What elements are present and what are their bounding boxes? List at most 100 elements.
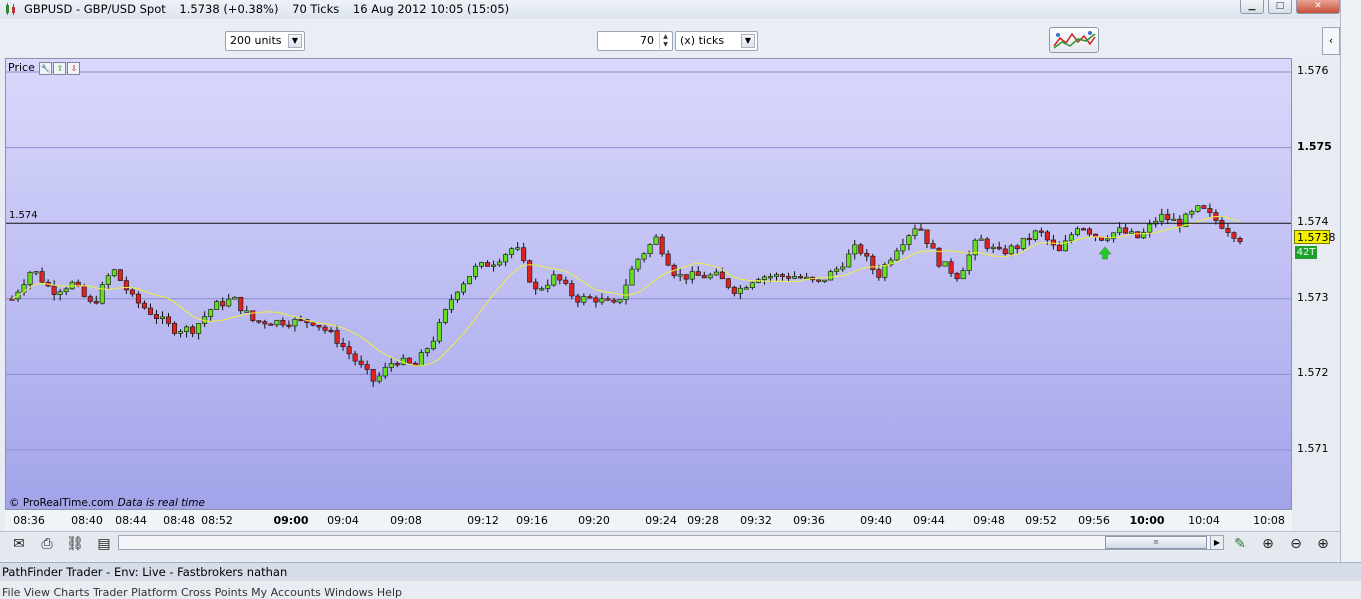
candle-down (310, 322, 316, 326)
candle-down (190, 326, 196, 334)
candle-down (298, 319, 304, 322)
scrollbar-thumb[interactable]: ≡ (1105, 536, 1207, 549)
side-panel-toggle[interactable]: ‹ (1322, 27, 1340, 55)
draw-tool-icon[interactable]: ✎ (1234, 536, 1246, 552)
candle-down (286, 324, 292, 327)
candle-up (244, 310, 250, 313)
candle-up (1183, 213, 1189, 228)
zoom-in-icon[interactable]: ⊕ (1317, 536, 1329, 552)
units-select-value: 200 units (230, 34, 282, 47)
candle-up (382, 367, 388, 377)
candle-up (1129, 231, 1135, 234)
candle-up (906, 235, 912, 245)
candle-down (954, 272, 960, 280)
candle-up (677, 274, 683, 277)
maximize-icon: □ (1275, 1, 1285, 11)
candle-down (593, 297, 599, 303)
candle-down (695, 271, 701, 276)
candle-down (1050, 239, 1056, 246)
candle-up (539, 288, 545, 291)
moving-average-line (11, 215, 1241, 367)
candle-down (533, 281, 539, 290)
data-status-text: Data is real time (117, 497, 205, 509)
export-icon[interactable]: ▤ (97, 536, 111, 552)
candle-down (1219, 220, 1225, 229)
candle-down (1056, 244, 1062, 252)
candle-up (966, 254, 972, 271)
arrow-up-icon[interactable]: ⇧ (53, 61, 67, 75)
x-tick-label: 09:16 (516, 514, 548, 527)
x-tick-label: 10:08 (1253, 514, 1285, 527)
candle-up (767, 276, 773, 279)
candle-up (852, 244, 858, 255)
x-tick-label: 09:36 (793, 514, 825, 527)
zoom-fit-icon[interactable]: ⊕ (1262, 536, 1274, 552)
price-chart[interactable] (5, 58, 1292, 510)
chevron-down-icon[interactable]: ▼ (288, 34, 302, 48)
indicators-button[interactable] (1049, 27, 1099, 53)
candlestick-chart-svg[interactable] (6, 59, 1291, 509)
candle-down (346, 346, 352, 355)
candle-down (731, 286, 737, 294)
x-tick-label: 08:40 (71, 514, 103, 527)
time-axis[interactable]: 08:36 08:40 08:44 08:48 08:52 09:00 09:04 09:08… (5, 510, 1292, 530)
candle-down (172, 323, 178, 334)
chevron-down-icon[interactable]: ▼ (741, 34, 755, 48)
minimize-button[interactable]: ▁ (1240, 0, 1264, 14)
arrow-down-icon[interactable]: ⇩ (67, 61, 81, 75)
tick-count-input[interactable]: 70 ▲ ▼ (597, 31, 673, 51)
candle-up (653, 236, 659, 245)
candle-up (834, 268, 840, 272)
candle-up (888, 259, 894, 265)
mail-icon[interactable]: ✉ (13, 536, 25, 552)
x-tick-label: 08:36 (13, 514, 45, 527)
candle-down (220, 301, 226, 307)
candle-up (442, 309, 448, 323)
candle-up (617, 299, 623, 303)
close-icon: ✕ (1314, 1, 1322, 11)
candle-up (1020, 237, 1026, 249)
close-button[interactable]: ✕ (1296, 0, 1340, 14)
candle-up (822, 279, 828, 282)
chevron-left-icon: ‹ (1328, 34, 1334, 47)
candle-up (581, 296, 587, 303)
candle-down (557, 274, 563, 281)
candle-up (196, 323, 202, 334)
candle-down (93, 301, 99, 304)
wrench-icon[interactable]: 🔧 (39, 61, 53, 75)
candle-down (1231, 232, 1237, 239)
zoom-out-icon[interactable]: ⊖ (1290, 536, 1302, 552)
candle-down (659, 236, 665, 255)
candle-up (292, 319, 298, 327)
candle-up (828, 271, 834, 281)
price-axis[interactable]: 1.576 1.575 1.574 1.573 1.572 1.571 (1292, 58, 1332, 510)
x-tick-label: 09:32 (740, 514, 772, 527)
spinner-icon[interactable]: ▲ ▼ (659, 33, 671, 49)
candle-down (256, 320, 262, 323)
candle-up (912, 228, 918, 236)
units-select[interactable]: 200 units ▼ (225, 31, 305, 51)
background-menu-bar: File View Charts Trader Platform Cross P… (0, 581, 1361, 599)
maximize-button[interactable]: □ (1268, 0, 1292, 14)
candle-up (214, 301, 220, 310)
candle-down (936, 247, 942, 267)
tick-type-select[interactable]: (x) ticks ▼ (675, 31, 758, 51)
candle-up (503, 254, 509, 263)
time-scrollbar[interactable] (118, 535, 1224, 550)
candle-up (1008, 245, 1014, 255)
x-tick-label: 09:28 (687, 514, 719, 527)
x-tick-label: 09:00 (273, 514, 309, 527)
link-icon[interactable]: ⛓ (66, 536, 84, 552)
candle-down (870, 255, 876, 270)
candle-up (111, 269, 117, 277)
scroll-right-button[interactable]: ▶ (1210, 535, 1224, 550)
candle-up (1141, 231, 1147, 239)
candle-down (364, 364, 370, 370)
candle-up (1171, 218, 1177, 221)
candle-down (1135, 231, 1141, 239)
candle-up (1117, 227, 1123, 234)
tick-label: 70 Ticks (292, 2, 340, 16)
candle-up (1147, 223, 1153, 233)
print-icon[interactable]: ⎙ (41, 536, 53, 552)
candle-up (960, 270, 966, 280)
